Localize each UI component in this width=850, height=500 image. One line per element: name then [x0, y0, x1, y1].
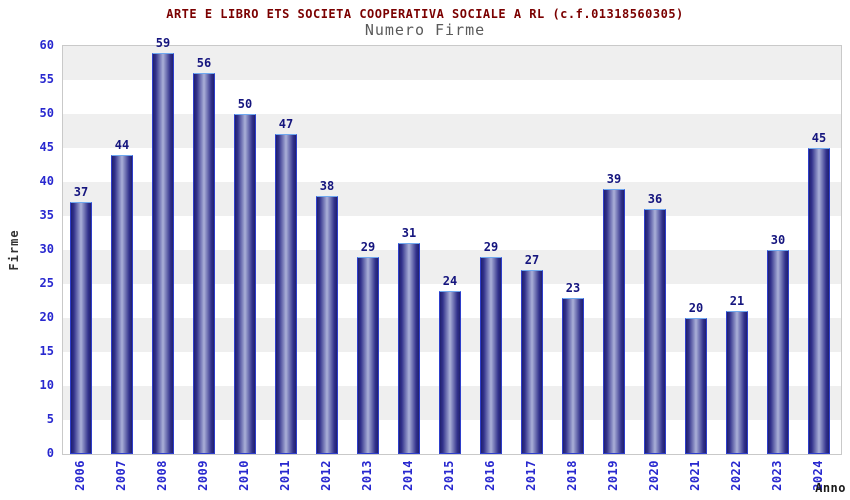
grid-band: [63, 80, 841, 114]
grid-band: [63, 46, 841, 80]
y-tick-label: 40: [39, 174, 54, 188]
x-tick-label: 2018: [565, 460, 579, 491]
bar-value-label: 39: [606, 171, 622, 186]
x-tick-label: 2006: [73, 460, 87, 491]
bar: [275, 134, 297, 454]
grid-band: [63, 182, 841, 216]
x-tick-label: 2012: [319, 460, 333, 491]
bar: [521, 270, 543, 454]
bar: [603, 188, 625, 454]
x-tick-label: 2013: [360, 460, 374, 491]
x-tick-label: 2016: [483, 460, 497, 491]
y-tick-label: 25: [39, 276, 54, 290]
bar-value-label: 21: [729, 294, 745, 309]
plot-area: 37 44 59 56 50 47 38 29 31 24 29 27 23 39 36 20 21 30 45: [62, 36, 842, 455]
y-tick-label: 50: [39, 106, 54, 120]
x-tick-label: 2008: [155, 460, 169, 491]
bar: [726, 311, 748, 454]
bar-value-label: 24: [442, 273, 458, 288]
y-tick-label: 45: [39, 140, 54, 154]
bar: [562, 297, 584, 454]
x-tick-label: 2010: [237, 460, 251, 491]
bar: [767, 250, 789, 454]
y-tick-label: 15: [39, 344, 54, 358]
x-tick-label: 2014: [401, 460, 415, 491]
y-tick-label: 5: [46, 412, 54, 426]
bar: [111, 154, 133, 454]
grid-band: [63, 148, 841, 182]
bar-value-label: 47: [278, 117, 294, 132]
bar: [152, 52, 174, 454]
y-tick-label: 60: [39, 38, 54, 52]
grid-band: [63, 250, 841, 284]
bar-value-label: 44: [114, 137, 130, 152]
x-tick-label: 2022: [729, 460, 743, 491]
x-tick-label: 2021: [688, 460, 702, 491]
y-tick-label: 55: [39, 72, 54, 86]
bar: [234, 114, 256, 454]
x-tick-label: 2011: [278, 460, 292, 491]
bar-value-label: 59: [155, 35, 171, 50]
chart-subtitle: Numero Firme: [364, 21, 486, 39]
bar: [685, 318, 707, 454]
bar: [70, 202, 92, 454]
bar-value-label: 23: [565, 280, 581, 295]
bar: [193, 73, 215, 454]
bar-value-label: 31: [401, 226, 417, 241]
x-axis-label: Anno: [815, 481, 846, 495]
grid-band: [63, 216, 841, 250]
bar-value-label: 37: [73, 185, 89, 200]
x-tick-label: 2019: [606, 460, 620, 491]
bar: [808, 148, 830, 454]
y-tick-label: 20: [39, 310, 54, 324]
x-tick-label: 2015: [442, 460, 456, 491]
bar-value-label: 36: [647, 192, 663, 207]
x-tick-label: 2020: [647, 460, 661, 491]
bar-value-label: 27: [524, 253, 540, 268]
bar-value-label: 56: [196, 56, 212, 71]
bar-value-label: 30: [770, 233, 786, 247]
grid-band: [63, 114, 841, 148]
bar: [480, 256, 502, 454]
y-tick-label: 0: [46, 446, 54, 460]
bar: [316, 195, 338, 454]
bar-value-label: 29: [360, 239, 376, 254]
bar: [439, 290, 461, 454]
x-tick-label: 2009: [196, 460, 210, 491]
bar: [398, 243, 420, 454]
x-tick-label: 2017: [524, 460, 538, 491]
bar: [357, 256, 379, 454]
bar-value-label: 45: [811, 131, 827, 145]
bar-value-label: 38: [319, 178, 335, 193]
chart-title: ARTE E LIBRO ETS SOCIETA COOPERATIVA SOC…: [166, 7, 684, 21]
bar-value-label: 50: [237, 97, 253, 111]
bar-value-label: 29: [483, 239, 499, 254]
y-tick-label: 10: [39, 378, 54, 392]
y-tick-label: 35: [39, 208, 54, 222]
y-tick-label: 30: [39, 242, 54, 256]
bar-value-label: 20: [688, 301, 704, 315]
x-tick-label: 2023: [770, 460, 784, 491]
bar: [644, 209, 666, 454]
x-tick-label: 2007: [114, 460, 128, 491]
